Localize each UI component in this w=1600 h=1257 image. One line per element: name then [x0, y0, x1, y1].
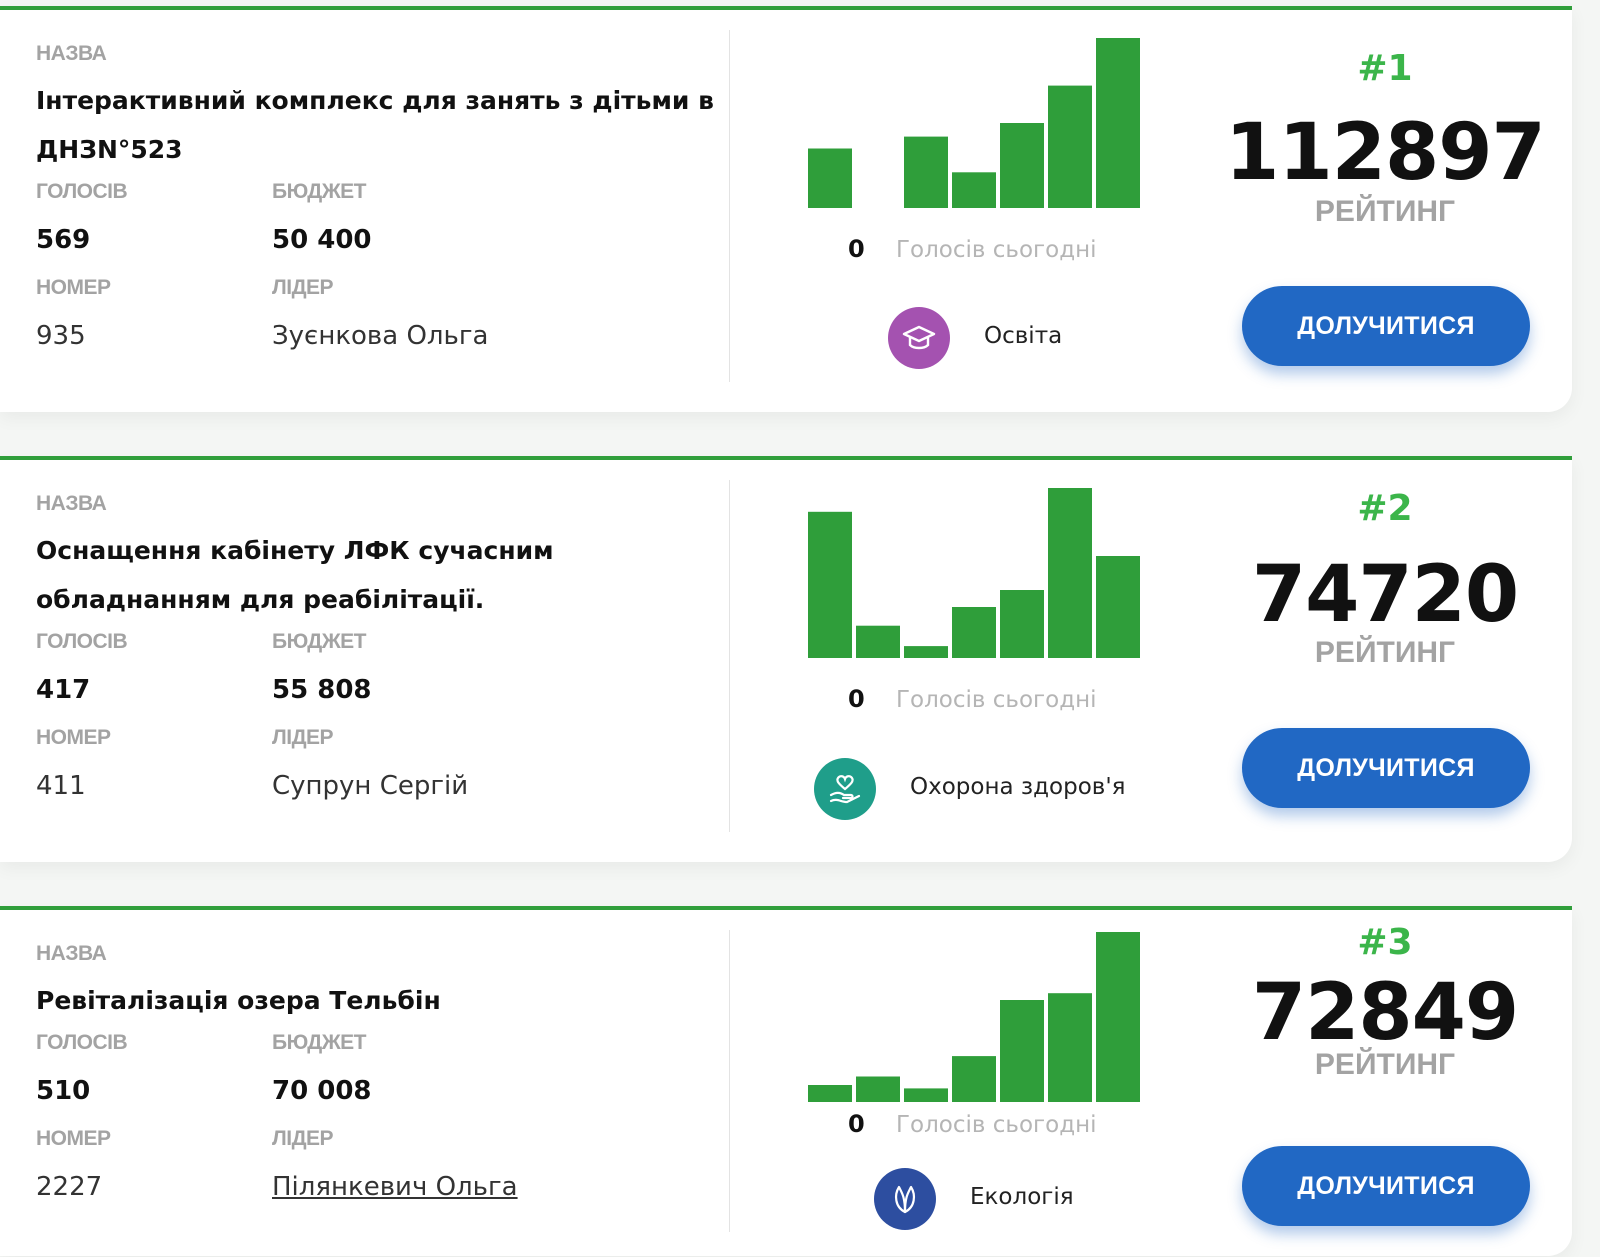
- chart-bar: [856, 1076, 900, 1102]
- votes-today-label: Голосів сьогодні: [896, 687, 1097, 713]
- chart-bar: [904, 136, 948, 208]
- votes-label: ГОЛОСІВ: [36, 1031, 128, 1054]
- votes-label: ГОЛОСІВ: [36, 180, 128, 203]
- divider: [729, 30, 730, 382]
- rating-score: 112897: [1225, 108, 1546, 198]
- rank-badge: #3: [1357, 922, 1413, 963]
- leader-label: ЛІДЕР: [272, 1127, 334, 1150]
- budget-label: БЮДЖЕТ: [272, 1031, 367, 1054]
- category-ecology[interactable]: Екологія: [874, 1168, 1134, 1232]
- chart-bar: [1048, 85, 1092, 208]
- votes-today-count: 0: [848, 685, 865, 713]
- leaf-icon: [874, 1168, 936, 1230]
- chart-bar: [1096, 932, 1140, 1102]
- budget-value: 50 400: [272, 225, 372, 255]
- budget-label: БЮДЖЕТ: [272, 180, 367, 203]
- votes-value: 569: [36, 225, 91, 255]
- join-button[interactable]: ДОЛУЧИТИСЯ: [1242, 286, 1530, 366]
- project-info: НАЗВА Оснащення кабінету ЛФК сучасним об…: [36, 486, 726, 824]
- join-button[interactable]: ДОЛУЧИТИСЯ: [1242, 728, 1530, 808]
- project-card: НАЗВА Інтерактивний комплекс для занять …: [0, 6, 1572, 412]
- chart-bar: [952, 1056, 996, 1102]
- votes-bar-chart: [808, 38, 1146, 208]
- votes-bar-chart: [808, 932, 1146, 1102]
- chart-bar: [1048, 488, 1092, 658]
- votes-bar-chart: [808, 488, 1146, 658]
- project-title[interactable]: Ревіталізація озера Тельбін: [36, 986, 441, 1015]
- project-card: НАЗВА Ревіталізація озера Тельбін ГОЛОСІ…: [0, 906, 1572, 1256]
- category-name: Освіта: [984, 323, 1063, 349]
- rank-badge: #2: [1357, 488, 1413, 529]
- budget-value: 70 008: [272, 1076, 372, 1106]
- votes-today-count: 0: [848, 1110, 865, 1138]
- name-label: НАЗВА: [36, 942, 107, 965]
- chart-bar: [808, 1085, 852, 1102]
- chart-bar: [856, 625, 900, 658]
- project-meta: ГОЛОСІВ 417 НОМЕР 411 БЮДЖЕТ 55 808 ЛІДЕ…: [36, 624, 726, 824]
- votes-today: 0 Голосів сьогодні: [848, 1110, 1168, 1150]
- rating-label: РЕЙТИНГ: [1314, 195, 1456, 228]
- votes-today: 0 Голосів сьогодні: [848, 235, 1168, 275]
- chart-bar: [808, 511, 852, 658]
- name-label: НАЗВА: [36, 492, 107, 515]
- budget-value: 55 808: [272, 675, 372, 705]
- leader-link[interactable]: Пілянкевич Ольга: [272, 1172, 518, 1202]
- category-health[interactable]: Охорона здоров'я: [814, 758, 1174, 822]
- number-label: НОМЕР: [36, 726, 111, 749]
- project-card: НАЗВА Оснащення кабінету ЛФК сучасним об…: [0, 456, 1572, 862]
- chart-bar: [1000, 1000, 1044, 1102]
- divider: [729, 480, 730, 832]
- votes-value: 417: [36, 675, 91, 705]
- heart-in-hand-icon: [814, 758, 876, 820]
- project-info: НАЗВА Інтерактивний комплекс для занять …: [36, 36, 726, 374]
- category-name: Екологія: [970, 1184, 1074, 1210]
- chart-bar: [904, 646, 948, 658]
- chart-bar: [1096, 38, 1140, 208]
- number-value: 935: [36, 321, 86, 351]
- number-value: 2227: [36, 1172, 103, 1202]
- chart-bar: [1096, 556, 1140, 658]
- leader-value: Супрун Сергій: [272, 771, 469, 801]
- budget-label: БЮДЖЕТ: [272, 630, 367, 653]
- number-value: 411: [36, 771, 86, 801]
- chart-bar: [808, 148, 852, 208]
- bar-chart-svg: [808, 932, 1140, 1102]
- project-meta: ГОЛОСІВ 569 НОМЕР 935 БЮДЖЕТ 50 400 ЛІДЕ…: [36, 174, 726, 374]
- rating-score: 72849: [1251, 968, 1519, 1058]
- project-title[interactable]: Інтерактивний комплекс для занять з діть…: [36, 86, 714, 164]
- votes-label: ГОЛОСІВ: [36, 630, 128, 653]
- number-label: НОМЕР: [36, 276, 111, 299]
- name-label: НАЗВА: [36, 42, 107, 65]
- join-button[interactable]: ДОЛУЧИТИСЯ: [1242, 1146, 1530, 1226]
- bar-chart-svg: [808, 488, 1140, 658]
- chart-bar: [1000, 590, 1044, 658]
- chart-bar: [952, 607, 996, 658]
- chart-bar: [1048, 993, 1092, 1102]
- divider: [729, 930, 730, 1232]
- project-info: НАЗВА Ревіталізація озера Тельбін ГОЛОСІ…: [36, 936, 726, 1225]
- chart-bar: [1000, 123, 1044, 208]
- votes-today: 0 Голосів сьогодні: [848, 685, 1168, 725]
- rating-label: РЕЙТИНГ: [1314, 636, 1456, 669]
- project-meta: ГОЛОСІВ 510 НОМЕР 2227 БЮДЖЕТ 70 008 ЛІД…: [36, 1025, 726, 1225]
- number-label: НОМЕР: [36, 1127, 111, 1150]
- chart-bar: [904, 1088, 948, 1102]
- leader-value: Зуєнкова Ольга: [272, 321, 489, 351]
- votes-today-label: Голосів сьогодні: [896, 237, 1097, 263]
- category-education[interactable]: Освіта: [888, 307, 1148, 371]
- leader-label: ЛІДЕР: [272, 726, 334, 749]
- rank-badge: #1: [1357, 48, 1413, 89]
- votes-today-label: Голосів сьогодні: [896, 1112, 1097, 1138]
- votes-value: 510: [36, 1076, 91, 1106]
- graduation-cap-icon: [888, 307, 950, 369]
- leader-label: ЛІДЕР: [272, 276, 334, 299]
- category-name: Охорона здоров'я: [910, 774, 1126, 800]
- chart-bar: [952, 172, 996, 208]
- votes-today-count: 0: [848, 235, 865, 263]
- rating-score: 74720: [1251, 550, 1519, 640]
- rating-label: РЕЙТИНГ: [1314, 1048, 1456, 1081]
- bar-chart-svg: [808, 38, 1140, 208]
- project-title[interactable]: Оснащення кабінету ЛФК сучасним обладнан…: [36, 536, 554, 614]
